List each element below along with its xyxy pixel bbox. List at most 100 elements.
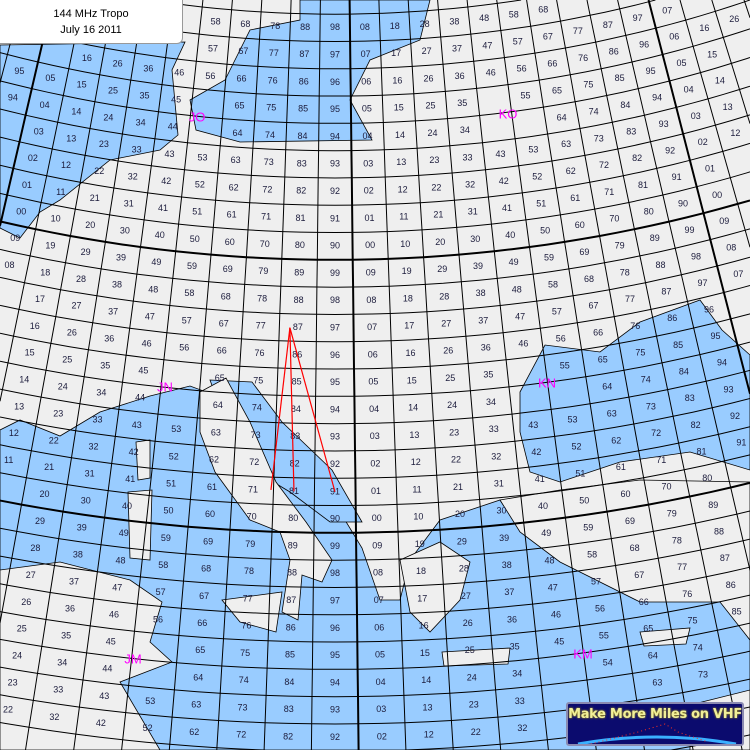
square-number: 36	[65, 604, 75, 614]
square-number: 19	[415, 539, 425, 549]
square-number: 24	[467, 672, 477, 682]
square-number: 79	[667, 508, 677, 518]
square-number: 85	[298, 104, 308, 114]
square-number: 89	[294, 267, 304, 277]
square-number: 15	[394, 103, 404, 113]
square-number: 40	[122, 501, 132, 511]
square-number: 22	[451, 455, 461, 465]
square-number: 55	[560, 360, 570, 370]
square-parallel	[0, 57, 750, 124]
square-number: 83	[626, 127, 636, 137]
square-parallel	[0, 256, 750, 316]
square-number: 84	[291, 404, 301, 414]
square-number: 68	[630, 543, 640, 553]
square-number: 73	[237, 702, 247, 712]
square-number: 63	[607, 408, 617, 418]
square-number: 77	[677, 562, 687, 572]
square-number: 66	[217, 346, 227, 356]
square-number: 12	[411, 457, 421, 467]
square-number: 16	[405, 348, 415, 358]
square-number: 67	[588, 301, 598, 311]
square-number: 91	[736, 437, 746, 447]
field-label-km: KM	[573, 646, 593, 661]
square-meridian	[586, 0, 743, 750]
square-number: 35	[457, 98, 467, 108]
square-number: 12	[730, 128, 740, 138]
square-number: 13	[422, 702, 432, 712]
square-number: 02	[377, 731, 387, 741]
square-number: 03	[376, 704, 386, 714]
square-number: 49	[541, 528, 551, 538]
square-number: 36	[481, 343, 491, 353]
square-parallel	[0, 341, 750, 397]
square-number: 64	[648, 651, 658, 661]
square-number: 06	[368, 349, 378, 359]
square-number: 78	[672, 535, 682, 545]
square-number: 84	[297, 131, 307, 141]
square-number: 33	[462, 152, 472, 162]
square-number: 98	[330, 22, 340, 32]
square-number: 16	[30, 321, 40, 331]
square-number: 29	[35, 516, 45, 526]
square-number: 11	[4, 455, 13, 465]
square-number: 61	[570, 193, 580, 203]
square-number: 91	[672, 172, 682, 182]
square-number: 24	[427, 128, 437, 138]
square-number: 24	[103, 112, 113, 122]
tropo-paths	[270, 327, 336, 493]
square-number: 76	[268, 75, 278, 85]
square-number: 34	[460, 125, 470, 135]
square-number: 31	[85, 469, 95, 479]
square-number: 87	[293, 322, 303, 332]
square-number: 16	[392, 75, 402, 85]
square-number: 79	[245, 539, 255, 549]
square-number: 56	[595, 604, 605, 614]
square-number: 29	[457, 536, 467, 546]
square-number: 15	[707, 49, 717, 59]
square-number: 12	[9, 428, 19, 438]
square-parallel	[0, 28, 750, 97]
square-number: 62	[611, 435, 621, 445]
square-number: 28	[459, 564, 469, 574]
square-number: 72	[599, 160, 609, 170]
square-number: 30	[120, 225, 130, 235]
square-number: 99	[330, 541, 340, 551]
square-number: 58	[211, 16, 221, 26]
square-number: 58	[158, 560, 168, 570]
square-number: 38	[476, 288, 486, 298]
square-number: 51	[166, 478, 176, 488]
square-number: 16	[419, 621, 429, 631]
square-number: 97	[330, 322, 340, 332]
square-number: 76	[682, 589, 692, 599]
square-number: 63	[652, 678, 662, 688]
square-number: 59	[161, 533, 171, 543]
square-number: 07	[662, 5, 672, 15]
square-number: 71	[261, 212, 271, 222]
square-number: 43	[528, 420, 538, 430]
square-number: 60	[575, 220, 585, 230]
square-number: 76	[630, 321, 640, 331]
square-number: 77	[573, 26, 583, 36]
square-number: 28	[439, 291, 449, 301]
square-number: 43	[495, 149, 505, 159]
square-number: 70	[247, 512, 257, 522]
square-meridian	[496, 0, 597, 750]
square-number: 13	[14, 401, 24, 411]
square-number: 80	[288, 513, 298, 523]
square-number: 59	[583, 523, 593, 533]
square-number: 86	[726, 580, 736, 590]
square-number: 64	[557, 112, 567, 122]
square-number: 86	[667, 313, 677, 323]
square-number: 46	[142, 338, 152, 348]
square-number: 42	[161, 176, 171, 186]
square-number: 25	[108, 85, 118, 95]
square-number: 55	[520, 90, 530, 100]
square-number: 48	[148, 284, 158, 294]
square-number: 14	[19, 374, 29, 384]
square-parallel	[0, 85, 750, 152]
square-number: 34	[486, 397, 496, 407]
square-number: 37	[108, 306, 118, 316]
square-number: 60	[225, 237, 235, 247]
square-number: 72	[262, 184, 272, 194]
square-number: 21	[90, 193, 100, 203]
